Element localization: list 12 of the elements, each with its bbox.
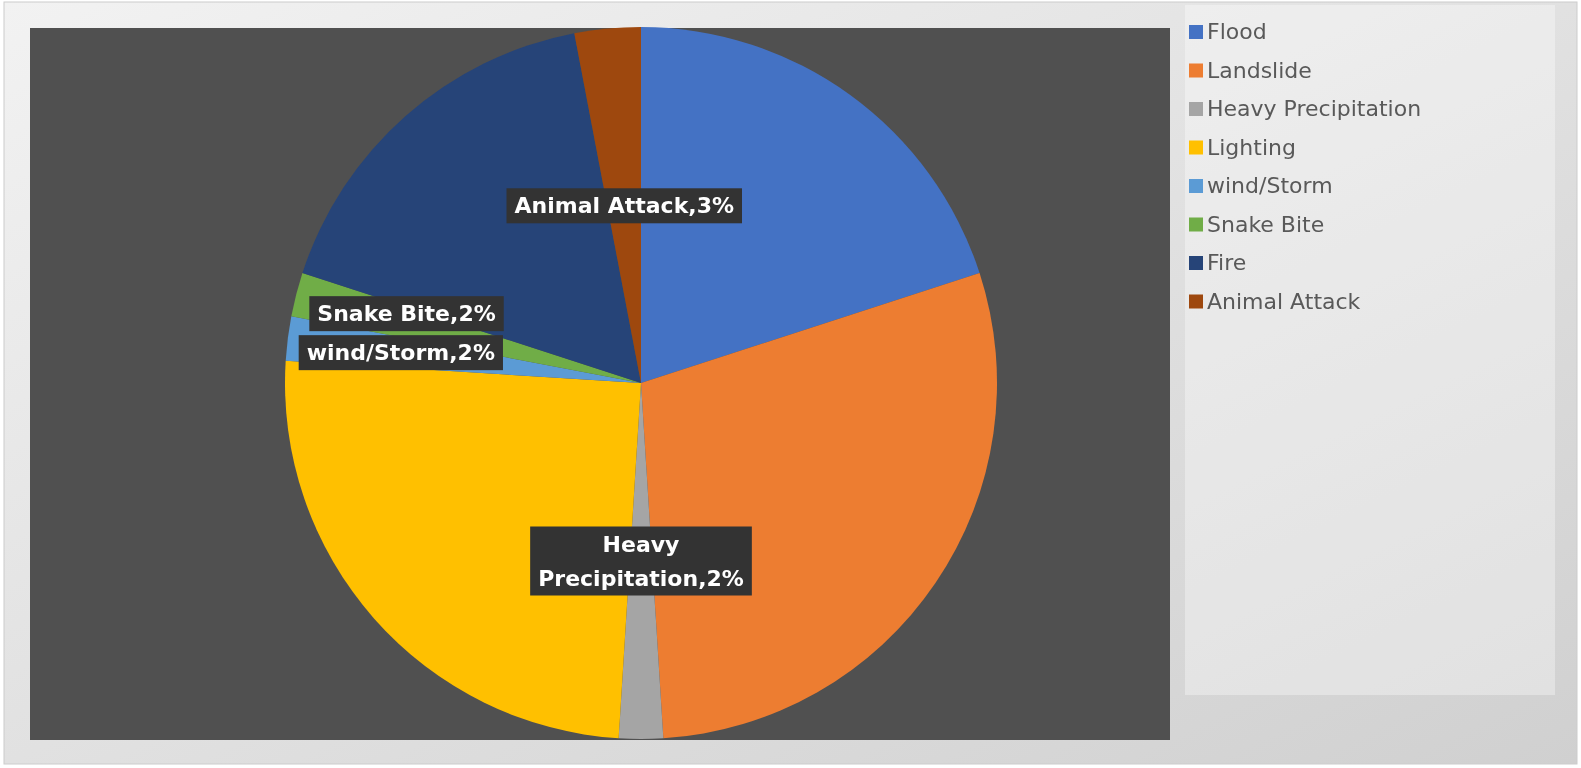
- data-label: wind/Storm,2%: [306, 340, 495, 366]
- legend-label: Snake Bite: [1207, 211, 1325, 237]
- data-label: Animal Attack,3%: [514, 193, 734, 219]
- data-label: Heavy Precipitation,2%: [538, 531, 744, 591]
- legend-label: Heavy Precipitation: [1207, 96, 1422, 121]
- legend-label: Landslide: [1207, 57, 1312, 83]
- legend-label: Flood: [1207, 19, 1267, 44]
- legend-label: Animal Attack: [1207, 288, 1361, 314]
- legend-label: Lighting: [1207, 134, 1296, 160]
- legend-label: Fire: [1207, 250, 1247, 275]
- legend-label: wind/Storm: [1207, 173, 1333, 198]
- data-label: Snake Bite,2%: [317, 301, 496, 327]
